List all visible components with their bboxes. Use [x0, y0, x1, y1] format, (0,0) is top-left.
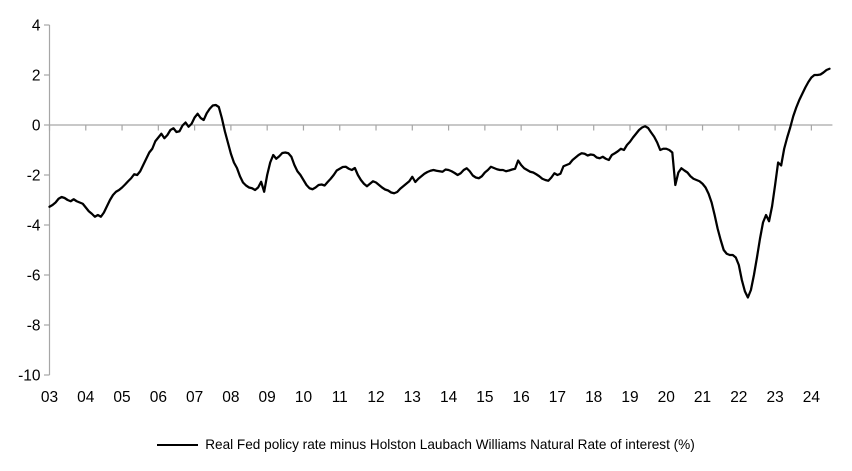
- legend-label: Real Fed policy rate minus Holston Lauba…: [205, 437, 695, 452]
- x-tick-label: 15: [476, 389, 493, 406]
- x-tick-label: 17: [549, 389, 566, 406]
- x-tick-label: 03: [41, 389, 58, 406]
- x-tick-label: 12: [367, 389, 384, 406]
- x-tick-label: 07: [186, 389, 203, 406]
- y-tick-label: 4: [32, 17, 41, 34]
- x-tick-label: 11: [332, 389, 348, 406]
- legend-line-sample: [157, 443, 199, 446]
- y-tick-label: -6: [27, 267, 41, 284]
- x-tick-label: 10: [295, 389, 313, 406]
- x-tick-label: 06: [150, 389, 167, 406]
- y-tick-label: 0: [32, 117, 41, 134]
- y-tick-label: -10: [18, 367, 41, 384]
- x-tick-label: 22: [730, 389, 747, 406]
- x-tick-label: 18: [585, 389, 602, 406]
- x-tick-label: 08: [222, 389, 239, 406]
- x-tick-label: 23: [766, 389, 783, 406]
- x-tick-label: 24: [803, 389, 821, 406]
- y-tick-label: -8: [27, 317, 41, 334]
- y-tick-label: -2: [27, 167, 41, 184]
- y-tick-label: -4: [27, 217, 41, 234]
- x-tick-label: 20: [658, 389, 676, 406]
- x-tick-label: 09: [259, 389, 276, 406]
- x-tick-label: 14: [440, 389, 458, 406]
- legend: Real Fed policy rate minus Holston Lauba…: [0, 437, 852, 452]
- y-tick-label: 2: [32, 67, 41, 84]
- series-line: [48, 67, 831, 299]
- x-tick-label: 16: [513, 389, 530, 406]
- x-tick-label: 19: [621, 389, 638, 406]
- x-tick-label: 04: [77, 389, 95, 406]
- x-tick-label: 21: [694, 389, 711, 406]
- x-tick-label: 05: [113, 389, 130, 406]
- x-tick-label: 13: [404, 389, 421, 406]
